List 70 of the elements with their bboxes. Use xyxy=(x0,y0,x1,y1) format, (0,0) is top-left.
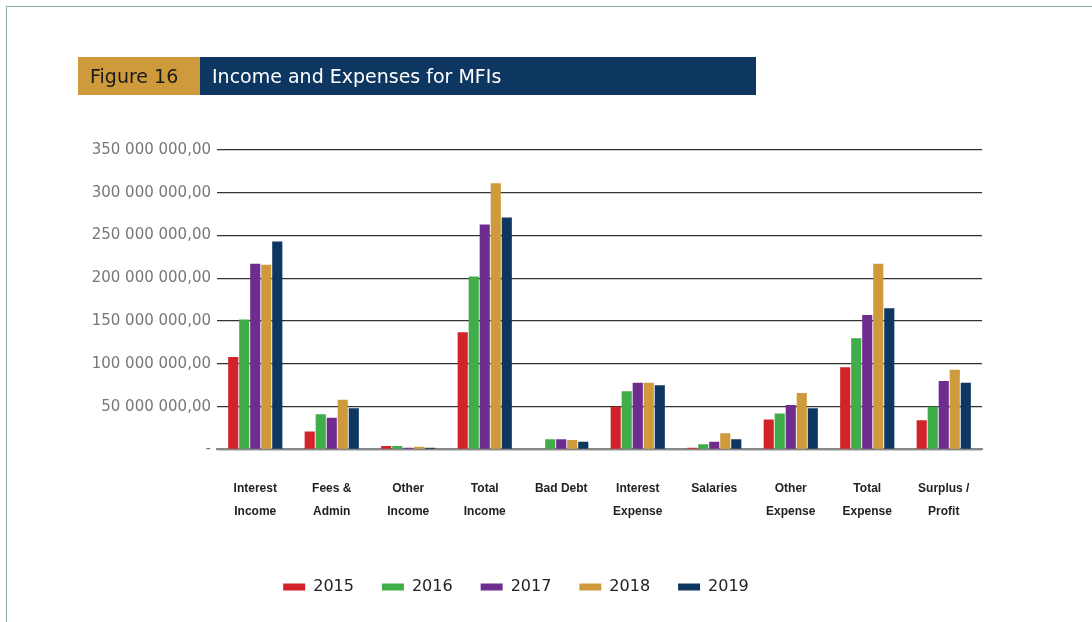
bar xyxy=(709,441,720,449)
bar xyxy=(261,264,272,449)
bar xyxy=(862,315,873,449)
y-tick-label: 300 000 000,00 xyxy=(91,182,211,201)
legend-label: 2018 xyxy=(609,576,651,596)
bar xyxy=(927,406,938,449)
bar xyxy=(392,445,403,449)
legend-label: 2015 xyxy=(313,576,354,596)
bar xyxy=(610,406,621,449)
legend-label: 2019 xyxy=(708,576,749,596)
bar xyxy=(884,308,895,449)
y-tick-label: 150 000 000,00 xyxy=(91,310,211,329)
bar xyxy=(949,369,960,449)
bar xyxy=(785,404,796,449)
bar xyxy=(774,413,785,449)
x-tick-label: Interest Expense xyxy=(613,481,663,518)
bar xyxy=(239,319,250,449)
bar xyxy=(916,420,927,449)
bar xyxy=(654,385,665,449)
bar xyxy=(578,441,589,449)
bar xyxy=(228,357,239,449)
bar xyxy=(938,380,949,449)
caption: Figure 16 xyxy=(78,57,200,95)
bar xyxy=(337,399,348,449)
bar xyxy=(960,382,971,449)
bar xyxy=(567,439,578,449)
bar xyxy=(796,392,807,449)
y-tick-label: 50 000 000,00 xyxy=(101,396,211,415)
bar xyxy=(304,431,315,449)
bar xyxy=(315,414,326,449)
x-tick-label: Salaries xyxy=(691,481,738,496)
x-tick-label: Other Expense xyxy=(766,481,816,518)
bar xyxy=(763,419,774,449)
bar xyxy=(326,417,337,449)
bar xyxy=(851,338,862,449)
x-tick-label: Interest Income xyxy=(233,481,277,518)
bar xyxy=(807,408,818,449)
x-tick-label: Fees & Admin xyxy=(312,481,352,518)
bar xyxy=(731,439,742,449)
bar xyxy=(643,382,654,449)
bar xyxy=(348,408,359,449)
legend-label: 2017 xyxy=(510,576,552,596)
x-tick-label: Surplus / Profit xyxy=(918,481,971,518)
bar xyxy=(621,391,632,449)
y-tick-label: 250 000 000,00 xyxy=(91,225,211,244)
y-tick-label: 100 000 000,00 xyxy=(91,353,211,372)
bar xyxy=(468,276,479,449)
bar xyxy=(501,217,512,449)
bar xyxy=(250,263,261,449)
x-tick-label: Bad Debt xyxy=(534,481,588,496)
bar xyxy=(873,263,884,449)
bar xyxy=(545,439,556,449)
bar xyxy=(490,183,501,449)
bar xyxy=(632,382,643,449)
x-tick-label: Other Income xyxy=(387,481,430,518)
chart-title: Income and Expenses for MFIs xyxy=(200,57,756,95)
legend-label: 2016 xyxy=(411,576,453,596)
y-tick-label: - xyxy=(205,439,211,458)
bar xyxy=(272,241,283,449)
x-tick-label: Total Income xyxy=(463,481,507,518)
bar xyxy=(457,332,468,449)
y-tick-label: 200 000 000,00 xyxy=(91,268,211,287)
bar xyxy=(698,444,709,449)
bar xyxy=(381,445,392,449)
bar xyxy=(720,433,731,449)
bar xyxy=(479,224,490,449)
x-tick-label: Total Expense xyxy=(842,481,893,518)
y-tick-label: 350 000 000,00 xyxy=(91,139,211,158)
bar xyxy=(840,367,851,449)
bar xyxy=(556,439,567,449)
